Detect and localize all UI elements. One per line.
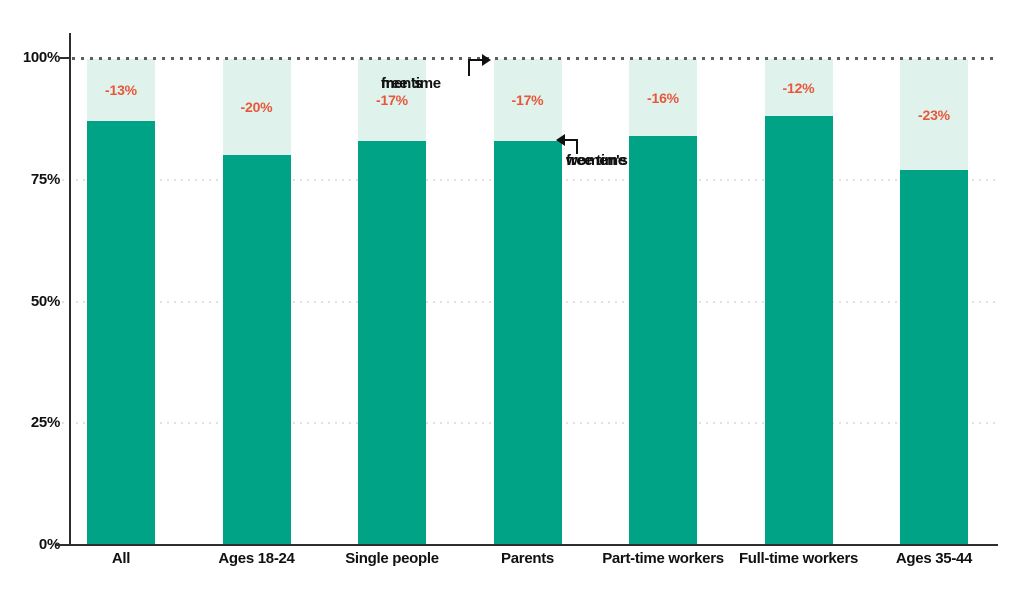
bar-gap bbox=[87, 59, 155, 122]
y-tick-label: 25% bbox=[30, 414, 60, 432]
annotation-womens-line2: free time bbox=[566, 152, 626, 169]
y-tick-label: 0% bbox=[38, 536, 60, 553]
bar-gap bbox=[222, 59, 291, 156]
bar-gap bbox=[358, 59, 426, 141]
bar-gap bbox=[764, 59, 833, 117]
category-label: Part-time workers bbox=[602, 550, 724, 567]
bar-gap bbox=[629, 59, 697, 136]
bar-gap bbox=[493, 59, 562, 141]
womens-arrow-head-left-icon bbox=[556, 134, 565, 146]
category-label: Ages 35-44 bbox=[895, 550, 973, 567]
y-tick-label: 75% bbox=[30, 170, 60, 188]
reference-line-100pct bbox=[72, 56, 998, 60]
annotation-mens-line2: free time bbox=[381, 75, 441, 92]
bar-fill bbox=[222, 155, 291, 544]
y-axis-line bbox=[69, 33, 71, 546]
category-label: Parents bbox=[501, 550, 554, 567]
y-tick-label: 50% bbox=[30, 292, 60, 310]
bar-fill bbox=[629, 135, 697, 544]
bar-fill bbox=[87, 121, 155, 544]
womens-arrow-horizontal-segment bbox=[565, 139, 578, 141]
bar-gap-value-label: -16% bbox=[647, 89, 679, 106]
y-tick-mark bbox=[60, 57, 70, 59]
bar-fill bbox=[358, 140, 426, 544]
category-label: All bbox=[111, 550, 131, 567]
category-label: Single people bbox=[345, 550, 439, 567]
bar-gap-value-label: -17% bbox=[511, 91, 544, 108]
mens-arrow-head-right-icon bbox=[482, 54, 491, 66]
bar-gap-value-label: -20% bbox=[240, 99, 273, 116]
mens-arrow-vertical-segment bbox=[468, 60, 470, 76]
x-axis-baseline bbox=[56, 544, 998, 546]
category-label: Ages 18-24 bbox=[218, 550, 295, 567]
bar-fill bbox=[493, 140, 562, 544]
annotation-womens-line1: women's bbox=[566, 152, 628, 169]
bar-gap-value-label: -13% bbox=[105, 82, 137, 99]
bar-fill bbox=[900, 170, 968, 544]
bar-gap-value-label: -12% bbox=[782, 79, 815, 96]
bar-gap-value-label: -17% bbox=[376, 91, 408, 108]
bar-fill bbox=[764, 116, 833, 544]
annotation-mens-line1: men's bbox=[381, 75, 423, 92]
mens-arrow-horizontal-segment bbox=[468, 59, 483, 61]
womens-arrow-vertical-segment bbox=[576, 139, 578, 154]
category-label: Full-time workers bbox=[738, 550, 859, 567]
bar-gap-value-label: -23% bbox=[918, 106, 950, 123]
y-tick-label: 100% bbox=[22, 49, 60, 66]
bar-gap bbox=[900, 59, 968, 170]
